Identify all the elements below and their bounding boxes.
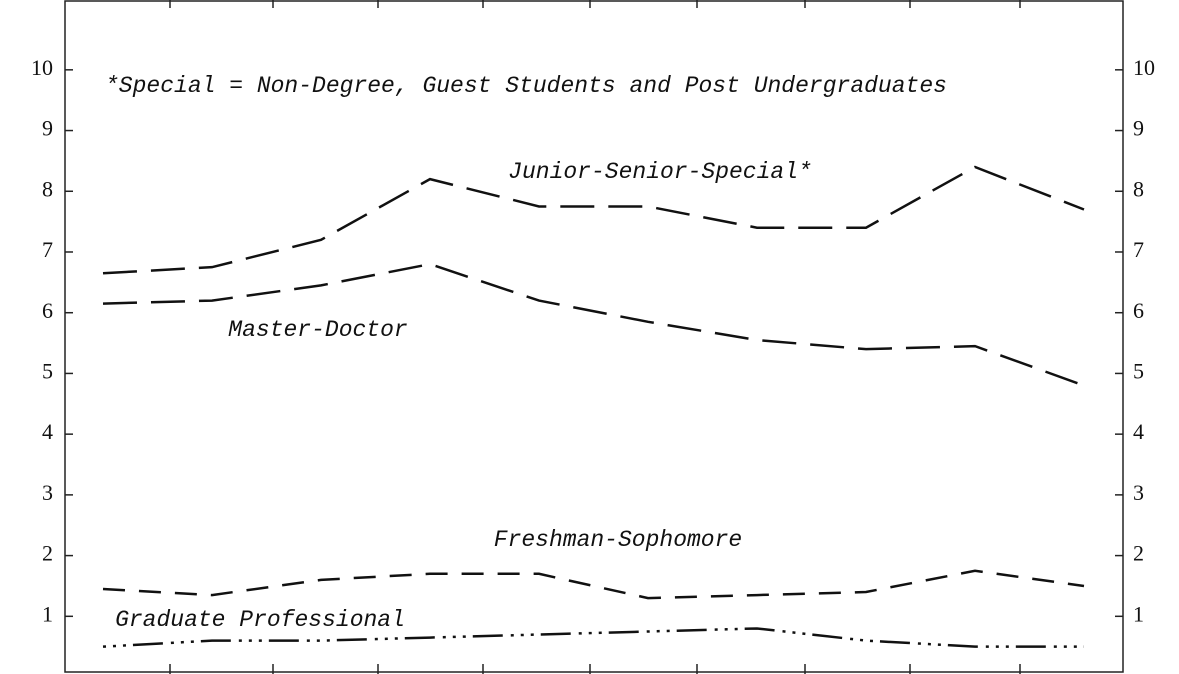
y-tick-label: 9	[42, 116, 53, 141]
series-label: Graduate Professional	[115, 607, 405, 633]
y2-tick-label: 4	[1133, 419, 1144, 444]
series-line	[102, 262, 1085, 387]
y2-tick-label: 9	[1133, 116, 1144, 141]
y2-tick-label: 7	[1133, 237, 1144, 262]
series-line	[102, 569, 1085, 600]
series-line	[102, 165, 1085, 275]
y2-tick-label: 2	[1133, 541, 1144, 566]
series-label: Master-Doctor	[228, 317, 407, 343]
y-tick-label: 5	[42, 358, 53, 383]
y2-tick-label: 8	[1133, 176, 1144, 201]
y-tick-label: 2	[42, 541, 53, 566]
y2-tick-label: 10	[1133, 55, 1155, 80]
y-tick-label: 6	[42, 298, 53, 323]
y-tick-label: 4	[42, 419, 53, 444]
y2-tick-label: 1	[1133, 601, 1144, 626]
y-tick-label: 10	[31, 55, 53, 80]
y-tick-label: 7	[42, 237, 53, 262]
annotation: *Special = Non-Degree, Guest Students an…	[105, 73, 947, 99]
y2-tick-label: 5	[1133, 358, 1144, 383]
y-tick-label: 8	[42, 176, 53, 201]
y2-tick-label: 3	[1133, 480, 1144, 505]
plot-frame	[64, 0, 1124, 673]
series-line	[102, 627, 1084, 648]
y-tick-label: 3	[42, 480, 53, 505]
series-label: Freshman-Sophomore	[494, 527, 742, 553]
y2-tick-label: 6	[1133, 298, 1144, 323]
y-tick-label: 1	[42, 601, 53, 626]
series-label: Junior-Senior-Special*	[508, 159, 812, 185]
